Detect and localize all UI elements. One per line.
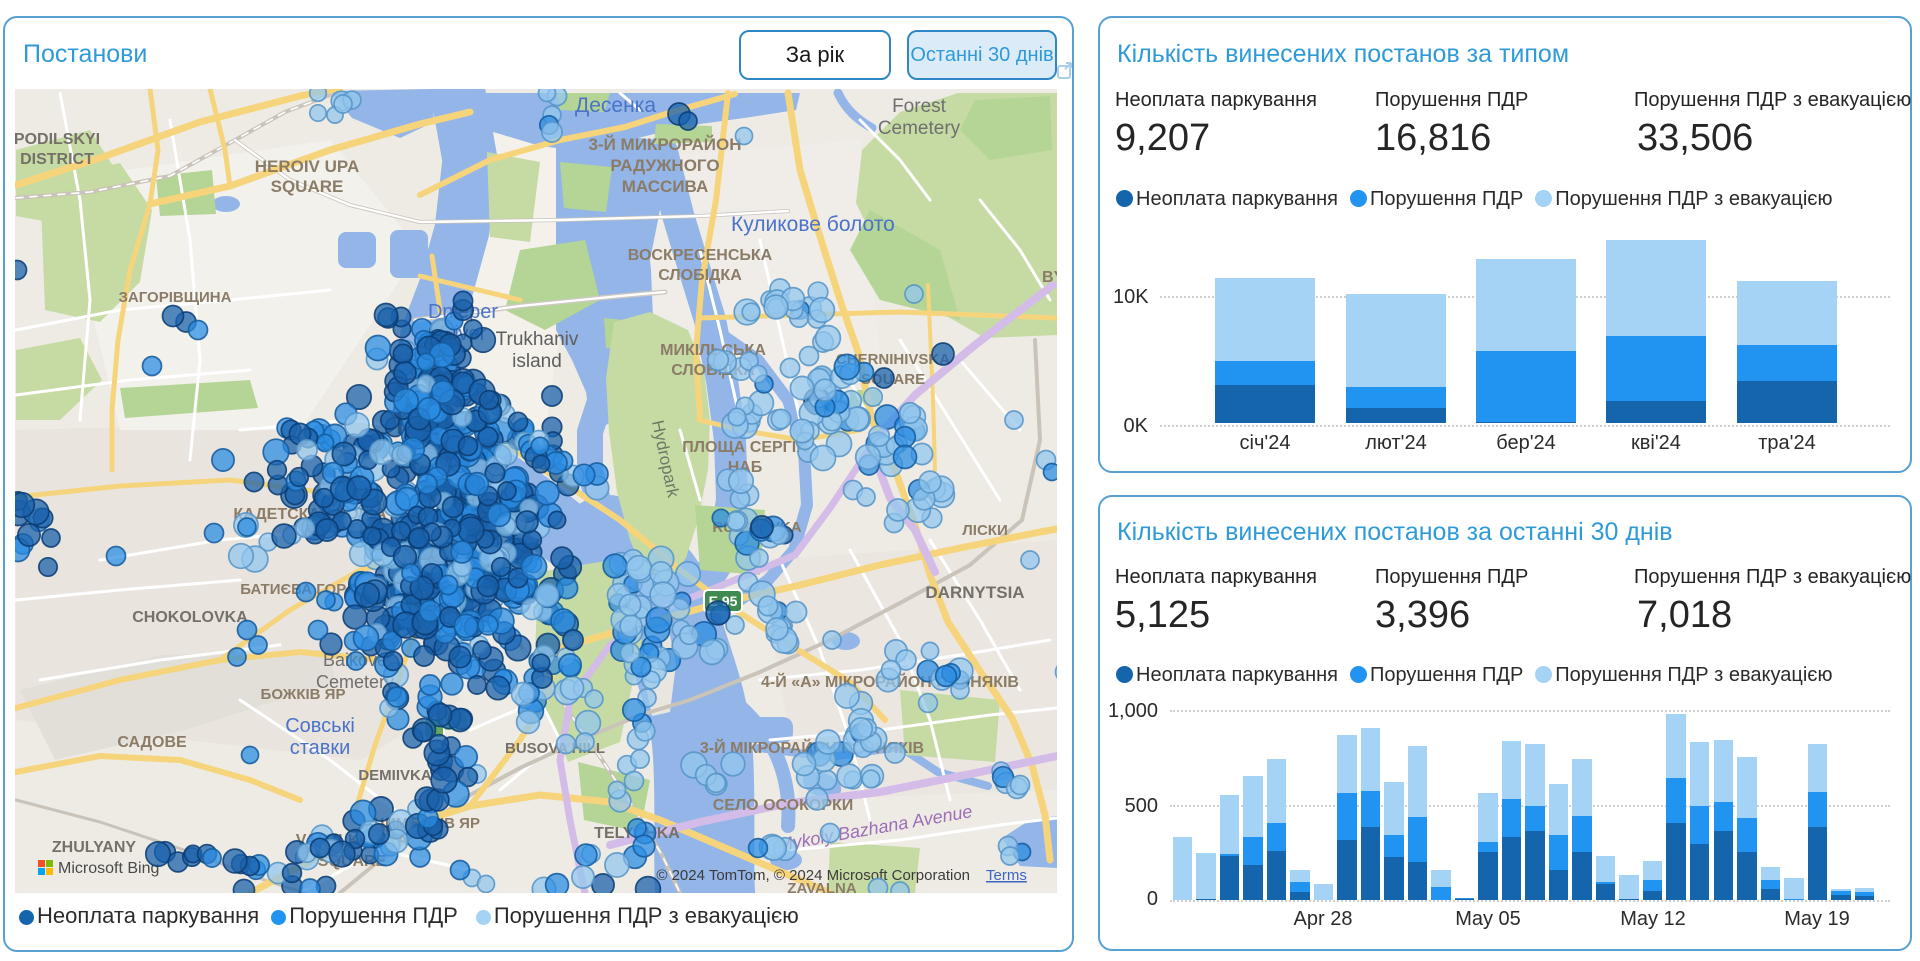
svg-text:Cemetery: Cemetery bbox=[316, 672, 394, 692]
svg-text:HEROIV UPA: HEROIV UPA bbox=[255, 157, 360, 176]
svg-text:Forest: Forest bbox=[892, 96, 947, 117]
svg-text:Cemetery: Cemetery bbox=[878, 118, 961, 139]
svg-text:ЗАГОРІВЩИНА: ЗАГОРІВЩИНА bbox=[119, 289, 232, 306]
svg-text:Terms: Terms bbox=[986, 867, 1027, 884]
svg-text:Microsoft Bing: Microsoft Bing bbox=[58, 860, 159, 877]
svg-text:БОЖКІВ ЯР: БОЖКІВ ЯР bbox=[261, 686, 346, 703]
svg-text:Совські: Совські bbox=[285, 715, 355, 737]
svg-text:© 2024 TomTom, © 2024 Microsof: © 2024 TomTom, © 2024 Microsoft Corporat… bbox=[656, 867, 970, 884]
svg-text:САДОВЕ: САДОВЕ bbox=[117, 734, 187, 751]
svg-text:РАДУЖНОГО: РАДУЖНОГО bbox=[610, 156, 719, 175]
svg-text:Куликове болото: Куликове болото bbox=[731, 213, 895, 236]
svg-text:SQUARE: SQUARE bbox=[271, 177, 344, 196]
svg-text:BY: BY bbox=[1042, 269, 1057, 286]
svg-text:МАССИВА: МАССИВА bbox=[622, 177, 709, 196]
svg-text:ПЛОЩА СЕРГІЯ: ПЛОЩА СЕРГІЯ bbox=[682, 439, 807, 456]
svg-text:3-Й МИКРОРАЙОН: 3-Й МИКРОРАЙОН bbox=[589, 135, 742, 154]
svg-text:ВОСКРЕСЕНСЬКА: ВОСКРЕСЕНСЬКА bbox=[628, 247, 773, 264]
svg-text:ZHULYANY: ZHULYANY bbox=[52, 839, 137, 856]
svg-text:ставки: ставки bbox=[290, 737, 351, 759]
svg-text:island: island bbox=[512, 351, 562, 372]
svg-text:CHOKOLOVKA: CHOKOLOVKA bbox=[132, 609, 248, 626]
svg-text:ZAVALNA: ZAVALNA bbox=[787, 880, 857, 893]
svg-text:DISTRICT: DISTRICT bbox=[20, 151, 94, 168]
svg-text:ЛІСКИ: ЛІСКИ bbox=[962, 522, 1007, 539]
svg-text:DARNYTSIA: DARNYTSIA bbox=[925, 583, 1024, 602]
svg-text:Десенка: Десенка bbox=[575, 94, 656, 117]
svg-text:PODILSKYI: PODILSKYI bbox=[15, 131, 100, 148]
svg-text:СЕЛО ОСОКОРКИ: СЕЛО ОСОКОРКИ bbox=[713, 797, 854, 814]
svg-text:Trukhaniv: Trukhaniv bbox=[496, 329, 579, 350]
svg-text:DEMIIVKA: DEMIIVKA bbox=[358, 767, 432, 784]
svg-text:СЛОБІДКА: СЛОБІДКА bbox=[658, 267, 742, 284]
